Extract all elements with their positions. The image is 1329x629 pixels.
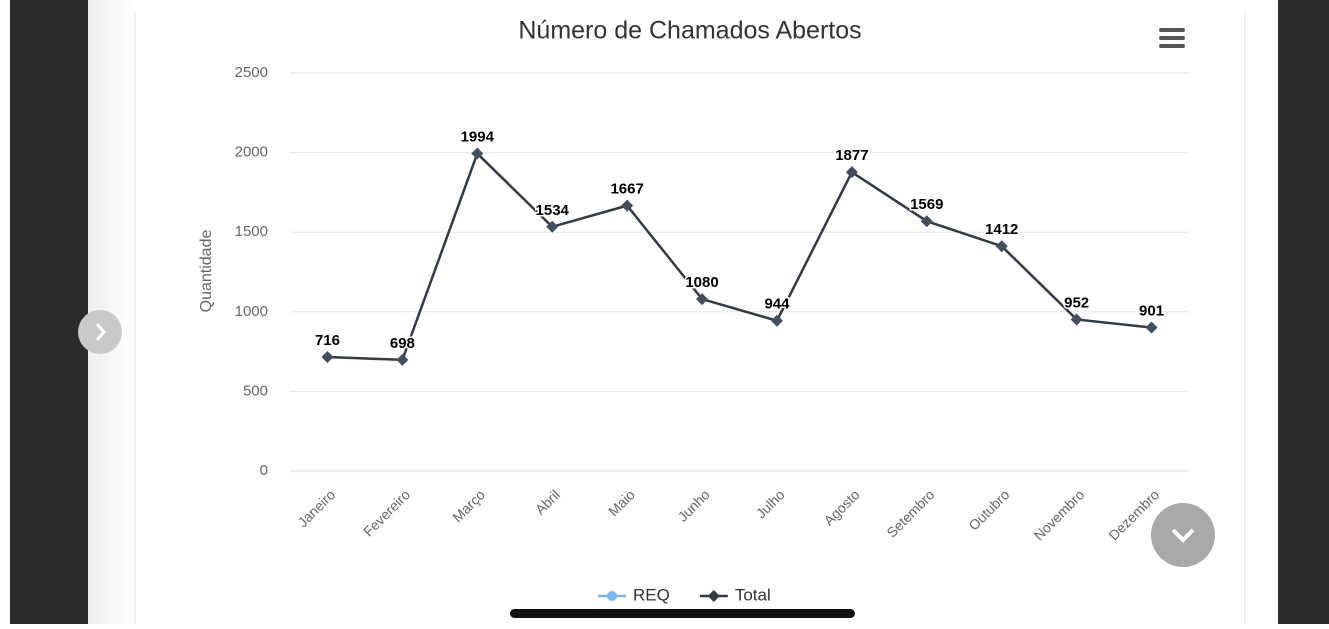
y-tick-label: 500: [243, 382, 268, 399]
data-point: [621, 199, 634, 212]
data-label: 901: [1139, 303, 1164, 320]
y-axis-label: Quantidade: [198, 230, 215, 313]
data-point: [845, 166, 858, 179]
data-label: 952: [1064, 294, 1089, 311]
x-tick-label: Junho: [674, 486, 712, 524]
data-line: [327, 151, 1152, 362]
x-tick-label: Fevereiro: [360, 486, 413, 539]
menu-button[interactable]: [1159, 28, 1185, 48]
y-tick-label: 1000: [235, 303, 268, 320]
home-indicator: [510, 609, 855, 618]
chevron-icon: [1171, 528, 1195, 543]
x-tick-label: Janeiro: [294, 486, 338, 530]
data-point: [471, 147, 484, 160]
data-point: [396, 353, 409, 366]
data-label: 1412: [985, 221, 1018, 238]
x-tick-label: Julho: [753, 486, 788, 521]
data-point: [696, 293, 709, 306]
data-label: 1080: [685, 274, 718, 291]
y-tick-label: 2500: [235, 64, 268, 81]
data-point: [1145, 321, 1158, 334]
data-point: [321, 351, 334, 364]
x-tick-label: Setembro: [883, 486, 937, 540]
data-label: 716: [315, 332, 340, 349]
y-tick-label: 0: [260, 462, 268, 479]
x-tick-label: Novembro: [1030, 486, 1087, 543]
data-label: 944: [764, 296, 790, 313]
x-tick-label: Maio: [605, 486, 638, 519]
data-point: [546, 220, 559, 233]
data-point: [770, 314, 783, 327]
data-label: 1877: [835, 147, 868, 164]
expand-button[interactable]: [78, 310, 122, 354]
legend-label: REQ: [633, 585, 670, 604]
data-point: [1070, 313, 1083, 326]
data-label: 1569: [910, 196, 943, 213]
scroll-down-button[interactable]: [1151, 503, 1215, 567]
right-frame: [1278, 0, 1329, 624]
y-tick-label: 1500: [235, 223, 268, 240]
left-frame: [10, 0, 88, 624]
legend-marker: [707, 590, 720, 602]
x-tick-label: Agosto: [820, 486, 862, 528]
x-tick-label: Março: [449, 486, 488, 525]
x-tick-label: Outubro: [965, 486, 1012, 533]
data-point: [995, 240, 1008, 253]
legend-label: Total: [735, 585, 771, 604]
chart-title: Número de Chamados Abertos: [518, 17, 861, 45]
data-label: 698: [390, 335, 415, 352]
data-label: 1534: [536, 202, 570, 219]
chevron-icon: [95, 323, 106, 341]
data-label: 1994: [461, 129, 495, 146]
legend-marker: [607, 591, 617, 601]
y-tick-label: 2000: [235, 144, 268, 161]
x-tick-label: Abril: [532, 486, 563, 517]
data-label: 1667: [610, 181, 643, 198]
data-point: [920, 215, 933, 228]
